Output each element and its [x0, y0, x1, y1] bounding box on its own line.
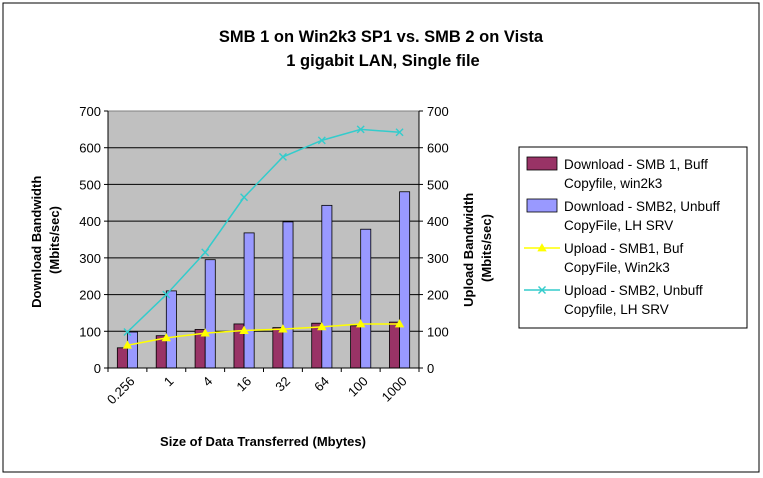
- point-1-32: [278, 324, 288, 333]
- legend-label-2-line-1: Download - SMB2, Unbuff: [564, 199, 720, 214]
- point-1-4: [200, 328, 210, 337]
- chart-title: SMB 1 on Win2k3 SP1 vs. SMB 2 on Vista: [219, 28, 544, 46]
- point-2-32: [278, 152, 287, 161]
- y-axis-label: Download Bandwidth (Mbits/sec): [29, 172, 62, 308]
- y-tick-label: 600: [79, 141, 101, 156]
- legend-label-4-line-2: Copyfile, LH SRV: [564, 302, 669, 317]
- point-2-4: [201, 248, 210, 257]
- y-tick-label: 300: [79, 251, 101, 266]
- bar-2-4: [204, 259, 216, 369]
- bar-2-64: [321, 204, 333, 369]
- line-series-2: [126, 128, 400, 333]
- legend-items: Download - SMB 1, Buff Copyfile, win2k3 Do…: [524, 156, 720, 317]
- bar-1-100: [350, 325, 362, 369]
- y-axis-label-line-1: Download Bandwidth: [29, 176, 44, 308]
- legend-swatch-2: [526, 198, 558, 213]
- legend-label-2-line-2: CopyFile, LH SRV: [564, 218, 673, 233]
- legend-label-1-line-2: Copyfile, win2k3: [564, 176, 662, 191]
- bar-1-1000: [389, 321, 400, 369]
- y2-tick-label: 500: [427, 177, 449, 192]
- line-series-1: [127, 323, 400, 346]
- bar-2-1000: [399, 191, 411, 369]
- legend-label-3-line-1: Upload - SMB1, Buf: [564, 241, 684, 256]
- x-axis-label: Size of Data Transferred (Mbytes): [160, 434, 366, 449]
- y-axis-label-line-2: (Mbits/sec): [47, 206, 62, 274]
- y2-tick-label: 100: [427, 324, 449, 339]
- point-2-100: [356, 125, 365, 134]
- bar-1-32: [272, 327, 284, 369]
- bar-2-1: [165, 290, 177, 369]
- legend-swatch-1: [526, 156, 558, 171]
- legend-label-4-line-1: Upload - SMB2, Unbuff: [564, 283, 703, 298]
- y2-tick-label: 400: [427, 214, 449, 229]
- y2-tick-label: 600: [427, 141, 449, 156]
- legend-marker-3: [537, 243, 547, 252]
- y-tick-label: 700: [79, 104, 101, 119]
- point-1-64: [317, 322, 327, 331]
- legend-box: [518, 146, 748, 329]
- legend-label-3-line-2: CopyFile, Win2k3: [564, 260, 670, 275]
- point-1-100: [355, 319, 366, 328]
- y-ticks-right: 0 100 200 300 400 500 600 700: [419, 104, 449, 376]
- y-tick-label: 0: [94, 361, 101, 376]
- point-2-16: [240, 193, 249, 202]
- y-tick-label: 200: [79, 288, 101, 303]
- point-1-1000: [394, 319, 405, 328]
- y2-axis-label-line-1: Upload Bandwidth: [461, 193, 476, 307]
- lines-layer: [122, 125, 405, 349]
- y2-tick-label: 700: [427, 104, 449, 119]
- y2-tick-label: 0: [427, 361, 434, 376]
- point-2-1000: [395, 128, 404, 137]
- legend-label-1-line-1: Download - SMB 1, Buff: [564, 157, 708, 172]
- y-tick-label: 400: [79, 214, 101, 229]
- bar-1-0.256: [116, 347, 128, 369]
- point-2-0.256: [123, 328, 132, 337]
- grid-lines: [108, 147, 419, 332]
- y2-tick-label: 200: [427, 288, 449, 303]
- y-ticks-left: 0 100 200 300 400 500 600 700: [79, 104, 108, 376]
- y-tick-label: 100: [79, 324, 101, 339]
- point-1-1: [161, 333, 172, 342]
- y2-tick-label: 300: [427, 251, 449, 266]
- point-1-16: [239, 325, 249, 334]
- legend-marker-4: [538, 286, 546, 294]
- chart-subtitle: 1 gigabit LAN, Single file: [286, 52, 479, 70]
- y2-axis-label: Upload Bandwidth (Mbits/sec): [461, 189, 494, 307]
- bar-2-100: [360, 228, 372, 369]
- y-tick-label: 500: [79, 177, 101, 192]
- bar-2-0.256: [127, 331, 138, 369]
- y2-axis-label-line-2: (Mbits/sec): [479, 214, 494, 282]
- bar-2-16: [243, 232, 255, 369]
- point-1-0.256: [122, 340, 133, 349]
- point-2-1: [162, 290, 171, 299]
- bar-2-32: [282, 221, 294, 369]
- point-2-64: [317, 136, 326, 145]
